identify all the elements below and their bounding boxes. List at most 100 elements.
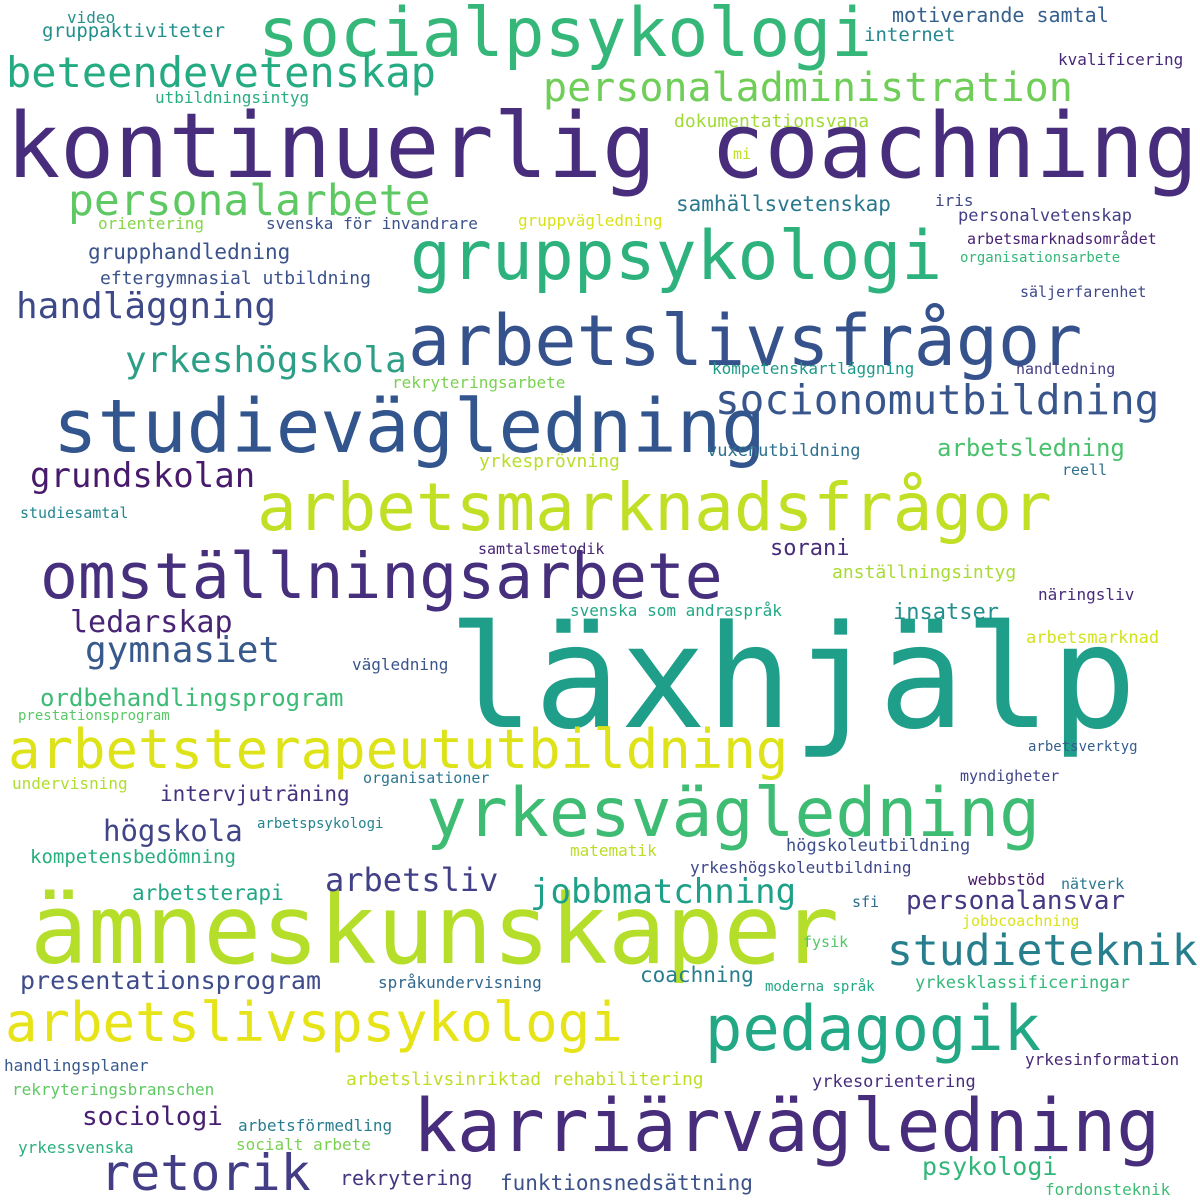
word: jobbmatchning [530, 872, 797, 912]
word: fysik [803, 933, 849, 951]
word: kompetensbedömning [30, 846, 236, 868]
word: ämneskunskaper [30, 874, 840, 986]
word: personalansvar [906, 886, 1126, 916]
word: orientering [98, 214, 204, 233]
word: arbetsmarknadsfrågor [257, 469, 1052, 546]
word: utbildningsintyg [155, 88, 310, 107]
word: arbetsterapeututbildning [8, 718, 789, 781]
word: vuxenutbildning [707, 441, 861, 461]
word: rekryteringsbranschen [12, 1080, 215, 1099]
word: myndigheter [960, 767, 1060, 785]
word: säljerfarenhet [1020, 283, 1147, 301]
word: organisationer [363, 769, 490, 787]
word: mi [733, 145, 752, 163]
word: beteendevetenskap [6, 48, 436, 97]
word: internet [864, 24, 956, 46]
word: personalarbete [68, 176, 431, 226]
word: studieteknik [887, 926, 1198, 976]
word: retorik [100, 1144, 311, 1200]
word: grundskolan [30, 456, 256, 496]
word: handledning [1016, 360, 1116, 378]
word: svenska för invandrare [266, 214, 478, 233]
word: kvalificering [1058, 50, 1184, 69]
word: ordbehandlingsprogram [40, 684, 344, 712]
word: sfi [852, 893, 880, 911]
word: gruppvägledning [518, 211, 663, 230]
word: jobbcoachning [962, 912, 1080, 930]
word: insatser [893, 600, 999, 625]
word: arbetslivsfrågor [408, 300, 1083, 382]
word: arbetsmarknad [1026, 628, 1160, 648]
word: motiverande samtal [892, 3, 1109, 27]
word: anställningsintyg [832, 562, 1017, 583]
word: yrkesvägledning [426, 774, 1041, 853]
word: yrkeshögskoleutbildning [690, 858, 912, 877]
word: intervjuträning [160, 782, 350, 806]
word: nätverk [1061, 875, 1125, 893]
word: sociologi [82, 1102, 223, 1132]
word: omställningsarbete [40, 540, 723, 613]
word: prestationsprogram [18, 708, 170, 724]
word: funktionsnedsättning [500, 1171, 753, 1195]
word: arbetsliv [325, 861, 499, 899]
word: eftergymnasial utbildning [100, 268, 371, 289]
word: video [67, 8, 116, 27]
word: språkundervisning [378, 973, 542, 992]
word: högskola [103, 814, 243, 848]
word: ledarskap [70, 605, 233, 640]
word: yrkesprövning [479, 451, 620, 472]
word: vägledning [352, 655, 449, 674]
word: karriärvägledning [413, 1084, 1161, 1169]
word: gruppsykologi [410, 217, 943, 296]
word: presentationsprogram [20, 966, 322, 995]
word: socialt arbete [236, 1135, 371, 1154]
word: kompetenskartläggning [712, 359, 915, 378]
word: reell [1062, 461, 1108, 479]
word: samtalsmetodik [478, 540, 605, 558]
word: undervisning [12, 774, 128, 793]
word: arbetslivspsykologi [5, 991, 623, 1054]
word: arbetsförmedling [238, 1116, 393, 1135]
word: iris [935, 191, 974, 210]
word: svenska som andraspråk [570, 601, 782, 620]
word: arbetslivsinriktad rehabilitering [346, 1069, 704, 1090]
word: arbetspsykologi [257, 816, 384, 832]
word: personalvetenskap [958, 206, 1132, 226]
word: personaladministration [543, 65, 1073, 111]
word: socialpsykologi [258, 0, 873, 73]
word: yrkesorientering [812, 1072, 976, 1092]
word: handlingsplaner [4, 1056, 149, 1075]
word: yrkessvenska [18, 1138, 134, 1157]
word: grupphandledning [88, 240, 291, 264]
word: moderna språk [765, 979, 875, 995]
word: arbetsmarknadsområdet [967, 230, 1157, 248]
word: näringsliv [1038, 585, 1135, 604]
word: yrkesklassificeringar [915, 973, 1130, 993]
word: pedagogik [705, 992, 1041, 1065]
word: rekrytering [340, 1166, 473, 1190]
word: kontinuerlig coachning [6, 94, 1199, 199]
word: studievägledning [53, 384, 766, 470]
word: högskoleutbildning [786, 836, 971, 856]
word: psykologi [922, 1152, 1058, 1181]
word: webbstöd [968, 870, 1046, 889]
word: socionomutbildning [715, 376, 1160, 424]
word: yrkesinformation [1025, 1050, 1180, 1069]
word: läxhjälp [448, 594, 1137, 761]
word: studiesamtal [20, 504, 129, 522]
word: arbetsledning [937, 434, 1125, 462]
word: fordonsteknik [1045, 1180, 1171, 1199]
word: rekryteringsarbete [392, 373, 566, 392]
word: dokumentationsvana [674, 111, 870, 132]
word: arbetsterapi [132, 881, 284, 905]
word: samhällsvetenskap [676, 192, 891, 216]
word: organisationsarbete [960, 250, 1121, 266]
word: handläggning [16, 286, 277, 327]
word: yrkeshögskola [125, 340, 407, 381]
word: arbetsverktyg [1028, 739, 1138, 755]
word: coachning [640, 963, 754, 987]
word: matematik [570, 841, 657, 860]
word: sorani [770, 536, 850, 561]
word: gruppaktiviteter [42, 20, 226, 42]
